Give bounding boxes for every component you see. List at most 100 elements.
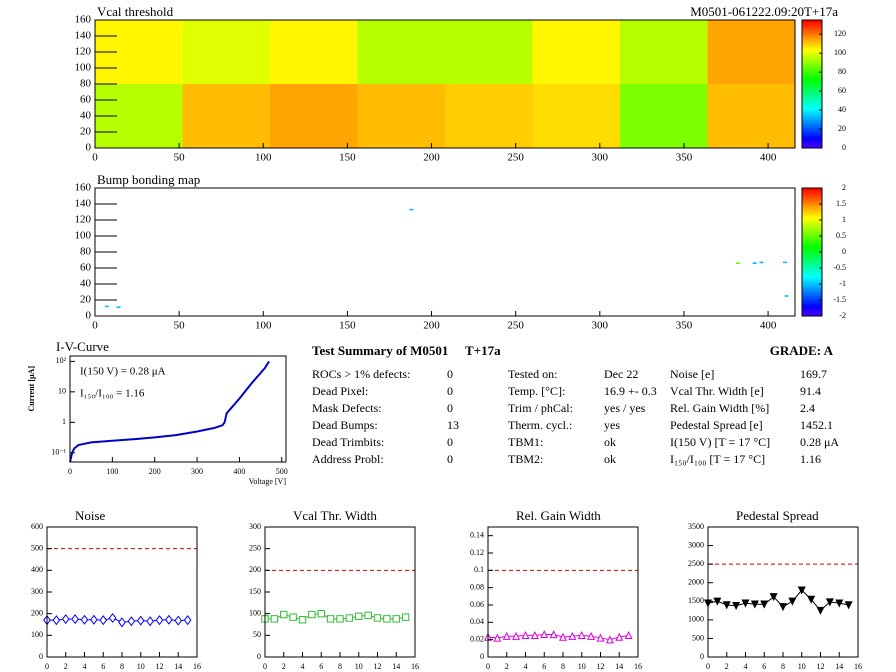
x-tick-label: 100 [255,320,272,332]
marker [835,599,844,608]
colorbar-step [802,193,822,197]
colorbar-step [802,200,822,204]
y-tick-label: 80 [80,78,92,90]
y-tick-label: 120 [75,46,92,58]
heatmap-cell [620,84,708,148]
chart-title: Pedestal Spread [736,508,819,523]
x-tick-label: 100 [255,152,272,164]
marker [308,610,316,619]
marker [577,631,586,640]
colorbar-step [802,221,822,225]
heatmap-cell [182,84,270,148]
marker [99,615,108,626]
colorbar-label: 1.5 [836,199,846,208]
marker [61,614,70,625]
colorbar-step [802,295,822,299]
colorbar-step [802,203,822,207]
x-tick-label: 300 [592,320,609,332]
x-tick-label: 12 [374,662,382,671]
annotation: I₁₅₀/I₁₀₀ = 1.16 [80,388,145,400]
y-tick-label: 0.1 [474,565,484,574]
marker [108,612,117,624]
colorbar-label: 2 [842,183,846,192]
x-tick-label: 300 [592,152,609,164]
colorbar-step [802,310,822,314]
summary-value: yes [604,418,620,432]
colorbar-step [802,32,822,36]
summary-value: 0 [447,384,453,398]
marker [713,597,722,606]
colorbar-step [802,22,822,26]
marker [298,616,307,624]
colorbar-label: -2 [839,311,846,320]
colorbar-step [802,86,822,90]
marker [587,631,596,640]
colorbar-step [802,96,822,100]
y-tick-label: 20 [80,294,92,306]
bump-point [759,261,764,264]
colorbar-step [802,63,822,67]
heatmap-cell [532,84,620,148]
marker [401,613,410,621]
colorbar-step [802,216,822,220]
y-tick-label: 1500 [688,596,704,605]
colorbar-step [802,132,822,136]
x-tick-label: 2 [282,662,286,671]
colorbar-step [802,109,822,113]
y-tick-label: 60 [80,94,92,106]
colorbar-step [802,264,822,268]
x-tick-label: 6 [319,662,323,671]
colorbar-label: 80 [838,67,846,76]
summary-value: 0 [447,452,453,466]
x-tick-label: 14 [174,662,182,671]
colorbar-step [802,211,822,215]
colorbar-label: 100 [834,48,846,57]
bump-point [116,306,121,308]
y-tick-label: 1 [62,417,66,426]
colorbar-step [802,50,822,54]
y-tick-label: 0 [86,310,92,322]
colorbar-step [802,313,822,317]
y-tick-label: 100 [249,608,261,617]
y-tick-label: 140 [75,198,92,210]
marker [778,603,788,612]
summary-value: 2.4 [800,401,815,415]
colorbar-label: 0 [842,247,846,256]
y-tick-label: 0.12 [470,548,484,557]
summary-label: Address Probl: [312,452,384,466]
colorbar-step [802,30,822,34]
chart-title: Rel. Gain Width [516,508,601,523]
marker [174,615,183,626]
y-tick-label: 200 [249,565,261,574]
series-line [47,617,188,623]
colorbar-step [802,234,822,238]
colorbar-step [802,257,822,261]
colorbar-step [802,300,822,304]
y-tick-label: 0.06 [470,600,484,609]
x-tick-label: 50 [174,152,186,164]
colorbar-step [802,43,822,47]
marker [165,614,173,625]
summary-value: 91.4 [800,384,821,398]
colorbar-step [802,91,822,95]
x-tick-label: 14 [835,662,843,671]
marker [317,609,325,618]
x-tick-label: 14 [615,662,623,671]
x-tick-label: 0 [92,152,98,164]
y-tick-label: 0 [480,652,484,661]
colorbar-step [802,73,822,77]
colorbar-step [802,236,822,240]
colorbar-step [802,254,822,258]
x-tick-label: 12 [156,662,164,671]
summary-label: ROCs > 1% defects: [312,367,410,381]
marker [750,600,759,609]
colorbar-step [802,37,822,41]
heatmap-cell [357,84,445,148]
colorbar-step [802,226,822,230]
y-tick-label: 10 [58,387,66,396]
x-tick-label: 0 [68,467,72,476]
y-tick-label: 3500 [688,522,704,531]
x-tick-label: 400 [233,467,245,476]
colorbar-step [802,246,822,250]
y-tick-label: 3000 [688,540,704,549]
